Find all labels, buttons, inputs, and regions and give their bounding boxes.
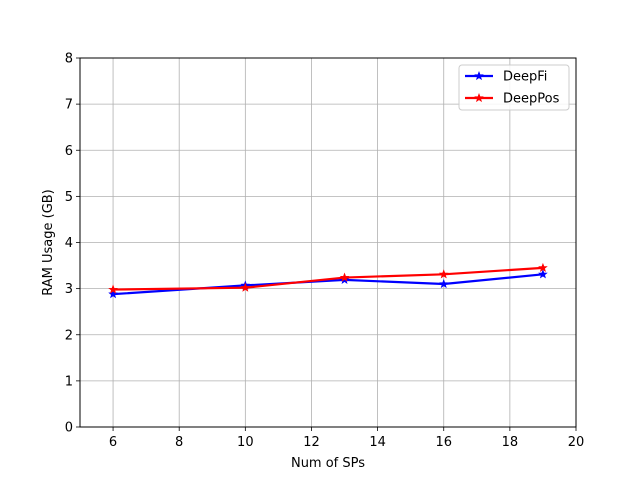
x-tick-label: 18 <box>502 435 519 450</box>
data-point-star <box>339 272 350 282</box>
x-tick-label: 8 <box>175 435 183 450</box>
x-tick-label: 6 <box>109 435 117 450</box>
data-point-star <box>438 269 449 279</box>
x-tick-label: 16 <box>435 435 452 450</box>
x-tick-label: 14 <box>369 435 386 450</box>
y-axis: 0 1 2 3 4 5 6 7 8 <box>65 52 80 436</box>
data-point-star <box>438 278 449 289</box>
y-tick-label: 3 <box>65 282 73 297</box>
y-tick-label: 5 <box>65 190 73 205</box>
x-tick-label: 20 <box>568 435 585 450</box>
legend: DeepFi DeepPos <box>458 64 570 111</box>
y-tick-label: 1 <box>65 374 73 389</box>
legend-label: DeepPos <box>503 92 560 107</box>
y-tick-label: 2 <box>65 328 73 343</box>
legend-label: DeepFi <box>503 70 547 85</box>
data-point-star <box>108 284 118 294</box>
legend-marker <box>474 70 484 81</box>
data-point-star <box>538 262 548 272</box>
data-point-star <box>538 269 548 279</box>
y-tick-label: 0 <box>65 421 73 436</box>
data-point-star <box>108 289 118 299</box>
x-tick-label: 12 <box>303 435 320 450</box>
y-tick-label: 4 <box>65 236 73 251</box>
legend-marker <box>474 92 484 103</box>
x-tick-label: 10 <box>237 435 254 450</box>
series-group <box>108 262 548 299</box>
y-axis-label: RAM Usage (GB) <box>41 189 56 296</box>
y-tick-label: 7 <box>65 98 73 113</box>
data-point-star <box>240 282 251 292</box>
y-tick-label: 6 <box>65 144 73 159</box>
y-tick-label: 8 <box>65 52 73 67</box>
x-axis-label: Num of SPs <box>291 456 365 471</box>
x-axis: 6 8 10 12 14 16 18 20 <box>109 427 584 450</box>
